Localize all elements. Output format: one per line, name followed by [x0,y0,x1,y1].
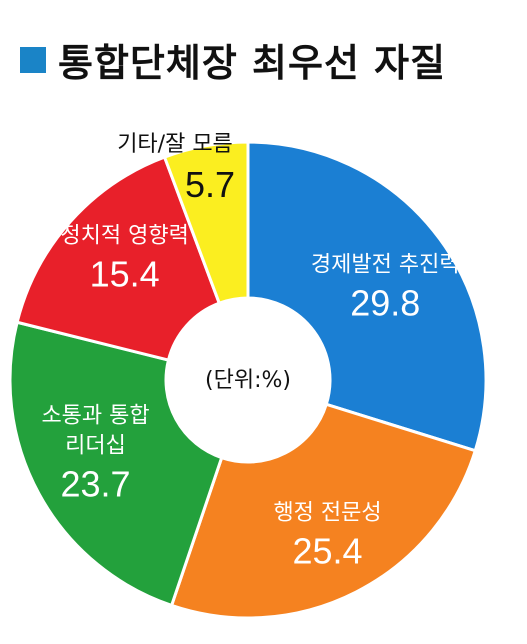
slice-value: 29.8 [350,282,420,323]
chart-title: 통합단체장 최우선 자질 [58,41,447,85]
unit-note: (단위:%) [205,368,291,393]
slice-label: 경제발전 추진력 [311,252,460,277]
slice-label: 기타/잘 모름 [117,132,233,157]
pie-slice [8,320,224,608]
pie-slice [162,140,250,306]
slice-label: 리더십 [65,434,126,459]
title-square-icon [20,46,46,73]
slice-label: 정치적 영향력 [60,223,188,248]
slice-label: 소통과 통합 [41,404,149,429]
slice-value: 25.4 [293,530,363,571]
slice-value: 23.7 [61,464,131,505]
slice-value: 5.7 [185,164,235,205]
pie-slice [246,140,488,453]
pie-slice [169,402,478,620]
slice-value: 15.4 [90,253,160,294]
chart-title-row: 통합단체장 최우선 자질 [20,32,446,87]
pie-slice [15,155,222,362]
slice-label: 행정 전문성 [273,500,381,525]
